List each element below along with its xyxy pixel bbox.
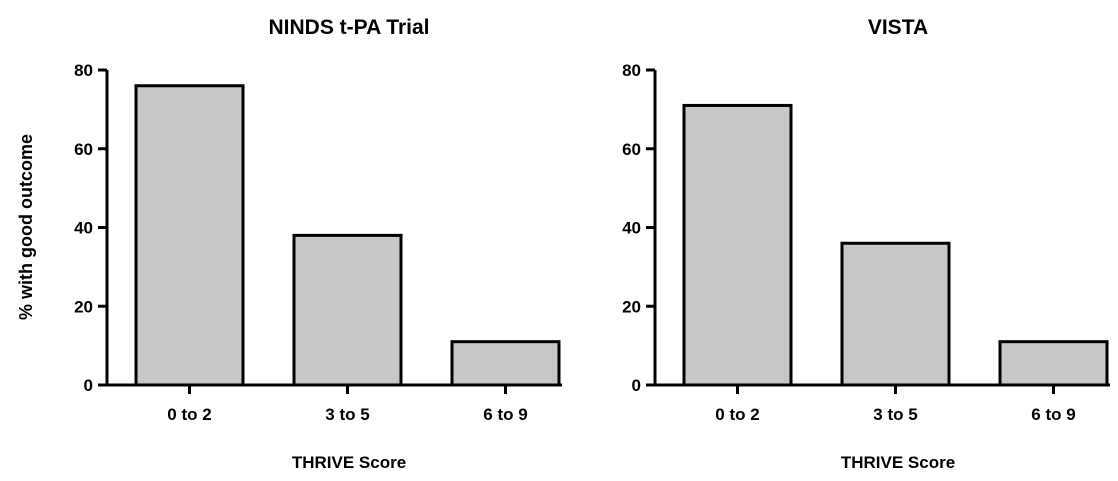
- y-axis-label-left: % with good outcome: [16, 134, 36, 320]
- chart-title-left: NINDS t-PA Trial: [268, 16, 429, 39]
- chart-left: NINDS t-PA Trial % with good outcome THR…: [16, 16, 562, 472]
- chart-right: VISTA THRIVE Score 0 20 40 60 80 0 to 2 3 to 5…: [622, 16, 1110, 472]
- chart-title-right: VISTA: [868, 16, 928, 39]
- x-tick-label-left-1: 0 to 2: [167, 405, 211, 424]
- x-tick-label-left-3: 6 to 9: [483, 405, 527, 424]
- x-axis-label-left: THRIVE Score: [292, 453, 406, 472]
- y-tick-label-right-0: 0: [632, 376, 641, 395]
- y-tick-label-right-1: 20: [622, 297, 641, 316]
- y-tick-label-left-1: 20: [74, 297, 93, 316]
- y-tick-label-right-3: 60: [622, 140, 641, 159]
- plot-area-left: 0 20 40 60 80 0 to 2 3 to 5 6 to 9: [74, 61, 562, 424]
- y-tick-label-left-4: 80: [74, 61, 93, 80]
- y-tick-label-left-3: 60: [74, 140, 93, 159]
- x-tick-label-right-3: 6 to 9: [1031, 405, 1075, 424]
- y-tick-label-left-0: 0: [84, 376, 93, 395]
- y-tick-label-right-2: 40: [622, 219, 641, 238]
- bar-right-3: [998, 340, 1109, 387]
- x-tick-label-right-2: 3 to 5: [873, 405, 917, 424]
- x-axis-label-right: THRIVE Score: [841, 453, 955, 472]
- x-tick-label-left-2: 3 to 5: [325, 405, 369, 424]
- bar-right-1: [682, 103, 793, 387]
- bar-left-2: [292, 233, 403, 387]
- plot-area-right: 0 20 40 60 80 0 to 2 3 to 5 6 to 9: [622, 61, 1110, 424]
- bar-left-3: [450, 340, 561, 387]
- y-tick-label-right-4: 80: [622, 61, 641, 80]
- bar-right-2: [840, 241, 951, 387]
- y-tick-label-left-2: 40: [74, 219, 93, 238]
- bar-left-1: [134, 84, 245, 387]
- x-tick-label-right-1: 0 to 2: [715, 405, 759, 424]
